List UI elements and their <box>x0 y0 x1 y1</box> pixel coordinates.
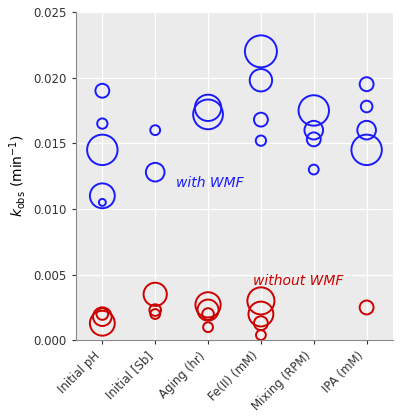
Point <box>152 291 158 298</box>
Point <box>258 116 264 123</box>
Point <box>364 81 370 87</box>
Point <box>99 313 106 320</box>
Point <box>99 192 106 199</box>
Point <box>310 166 317 173</box>
Y-axis label: $\it{k}_\mathregular{obs}\ \mathregular{(min^{-1})}$: $\it{k}_\mathregular{obs}\ \mathregular{… <box>7 135 28 218</box>
Point <box>364 103 370 110</box>
Point <box>310 136 317 143</box>
Point <box>152 169 158 176</box>
Point <box>258 332 264 339</box>
Point <box>205 307 211 313</box>
Point <box>99 320 106 327</box>
Point <box>364 147 370 153</box>
Point <box>99 120 106 127</box>
Point <box>310 127 317 134</box>
Point <box>258 320 264 327</box>
Point <box>364 304 370 311</box>
Point <box>99 199 106 206</box>
Text: without WMF: without WMF <box>253 274 343 288</box>
Point <box>205 302 211 308</box>
Point <box>99 147 106 153</box>
Point <box>152 307 158 313</box>
Point <box>205 111 211 118</box>
Point <box>310 107 317 114</box>
Point <box>205 311 211 318</box>
Point <box>258 77 264 84</box>
Point <box>258 297 264 304</box>
Point <box>364 127 370 134</box>
Point <box>258 311 264 318</box>
Point <box>258 137 264 144</box>
Point <box>205 324 211 331</box>
Point <box>152 127 158 134</box>
Point <box>205 105 211 111</box>
Text: with WMF: with WMF <box>176 176 244 190</box>
Point <box>99 87 106 94</box>
Point <box>258 48 264 55</box>
Point <box>99 311 106 318</box>
Point <box>152 311 158 318</box>
